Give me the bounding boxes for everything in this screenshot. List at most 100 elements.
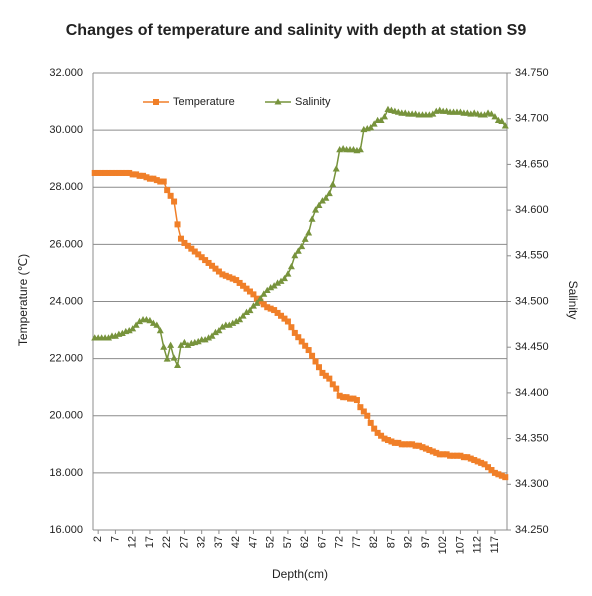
data-point <box>453 452 460 459</box>
data-point <box>340 394 347 401</box>
y-tick-label: 18.000 <box>49 467 83 479</box>
data-point <box>240 282 247 289</box>
legend-label: Salinity <box>295 96 331 108</box>
data-point <box>412 442 419 449</box>
data-point <box>298 242 306 250</box>
data-point <box>495 471 502 478</box>
data-point <box>160 178 167 185</box>
data-point <box>478 459 485 466</box>
data-point <box>357 404 364 411</box>
data-point <box>267 305 274 312</box>
data-point <box>202 257 209 264</box>
data-point <box>233 277 240 284</box>
y2-tick-label: 34.350 <box>515 433 549 445</box>
data-point <box>502 474 509 481</box>
data-point <box>353 397 360 404</box>
data-point <box>239 312 247 319</box>
chart-title: Changes of temperature and salinity with… <box>66 22 527 39</box>
data-point <box>253 295 260 302</box>
data-point <box>222 272 229 279</box>
y-tick-label: 32.000 <box>49 67 83 79</box>
data-point <box>129 325 137 332</box>
y2-tick-label: 34.450 <box>515 341 549 353</box>
data-point <box>333 385 340 392</box>
data-point <box>391 439 398 446</box>
data-point <box>429 448 436 455</box>
data-point <box>253 299 261 306</box>
data-point <box>347 395 354 402</box>
data-point <box>308 215 316 222</box>
data-point <box>126 169 133 176</box>
data-point <box>105 334 113 341</box>
data-point <box>377 116 385 124</box>
x-tick-label: 102 <box>437 536 449 554</box>
data-point <box>429 110 437 117</box>
data-point <box>263 286 271 294</box>
data-point <box>215 268 222 275</box>
data-point <box>205 259 212 266</box>
x-tick-label: 22 <box>161 536 173 548</box>
data-point <box>367 419 374 426</box>
data-point <box>487 110 495 117</box>
data-point <box>171 198 178 205</box>
data-point <box>329 180 337 188</box>
data-point <box>322 372 329 379</box>
y2-tick-label: 34.500 <box>515 295 549 307</box>
x-tick-label: 62 <box>299 536 311 548</box>
legend-marker <box>274 98 282 105</box>
data-point <box>381 113 389 120</box>
x-tick-label: 107 <box>454 536 466 554</box>
data-point <box>336 392 343 399</box>
data-point <box>129 171 136 178</box>
data-point <box>98 169 105 176</box>
data-point <box>464 454 471 461</box>
data-point <box>260 301 267 308</box>
data-point <box>356 145 364 153</box>
data-point <box>270 282 278 289</box>
data-point <box>243 308 251 315</box>
data-point <box>374 429 381 436</box>
x-tick-label: 27 <box>178 536 190 548</box>
data-point <box>201 336 209 343</box>
y-tick-label: 26.000 <box>49 238 83 250</box>
data-point <box>180 338 188 346</box>
data-point <box>174 361 182 368</box>
data-point <box>312 358 319 365</box>
data-point <box>274 279 282 286</box>
data-point <box>205 334 213 341</box>
data-point <box>102 169 109 176</box>
y-axis-title: Temperature (℃) <box>16 254 30 346</box>
x-tick-label: 42 <box>230 536 242 548</box>
y-tick-label: 16.000 <box>49 524 83 536</box>
x-tick-label: 82 <box>368 536 380 548</box>
data-point <box>315 201 323 209</box>
data-point <box>243 285 250 292</box>
data-point <box>367 124 375 131</box>
data-point <box>215 326 223 334</box>
data-point <box>291 329 298 336</box>
data-point <box>288 324 295 331</box>
x-tick-label: 37 <box>213 536 225 548</box>
data-point <box>136 172 143 179</box>
data-point <box>105 169 112 176</box>
data-point <box>278 312 285 319</box>
data-point <box>457 452 464 459</box>
data-point <box>118 329 126 336</box>
data-point <box>257 298 264 305</box>
x-tick-label: 57 <box>282 536 294 548</box>
data-point <box>211 328 219 336</box>
data-point <box>309 352 316 359</box>
data-point <box>236 279 243 286</box>
data-point <box>384 437 391 444</box>
data-point <box>264 304 271 311</box>
y-tick-label: 28.000 <box>49 181 83 193</box>
data-point <box>184 341 192 348</box>
data-point <box>325 189 333 197</box>
data-point <box>280 274 288 282</box>
data-point <box>140 172 147 179</box>
data-point <box>122 169 129 176</box>
data-point <box>246 288 253 295</box>
data-point <box>284 270 292 277</box>
data-point <box>163 355 171 362</box>
